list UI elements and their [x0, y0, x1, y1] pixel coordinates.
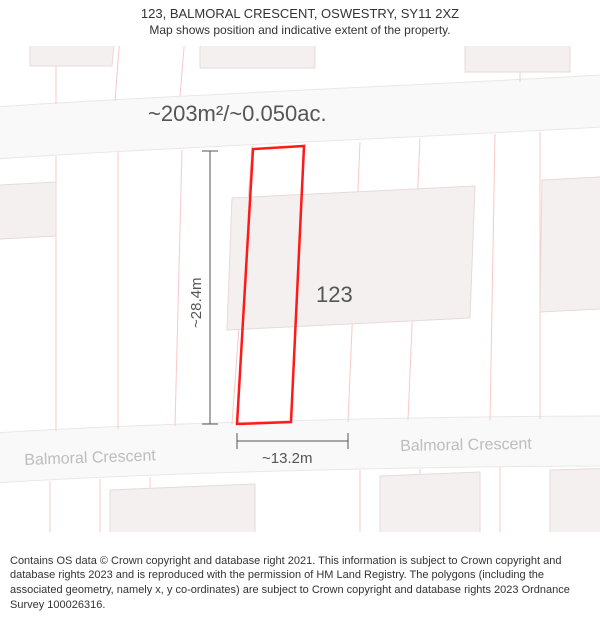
- area-label: ~203m²/~0.050ac.: [148, 101, 327, 127]
- width-dimension-label: ~13.2m: [262, 450, 312, 467]
- page-title: 123, BALMORAL CRESCENT, OSWESTRY, SY11 2…: [0, 6, 600, 21]
- copyright-footer: Contains OS data © Crown copyright and d…: [0, 548, 600, 625]
- page-subtitle: Map shows position and indicative extent…: [0, 23, 600, 37]
- height-dimension-label: ~28.4m: [188, 278, 205, 328]
- header: 123, BALMORAL CRESCENT, OSWESTRY, SY11 2…: [0, 0, 600, 37]
- plot-number-label: 123: [316, 282, 353, 308]
- map-area: ~203m²/~0.050ac. 123 ~28.4m ~13.2m Balmo…: [0, 46, 600, 532]
- street-name-label: Balmoral Crescent: [400, 436, 532, 456]
